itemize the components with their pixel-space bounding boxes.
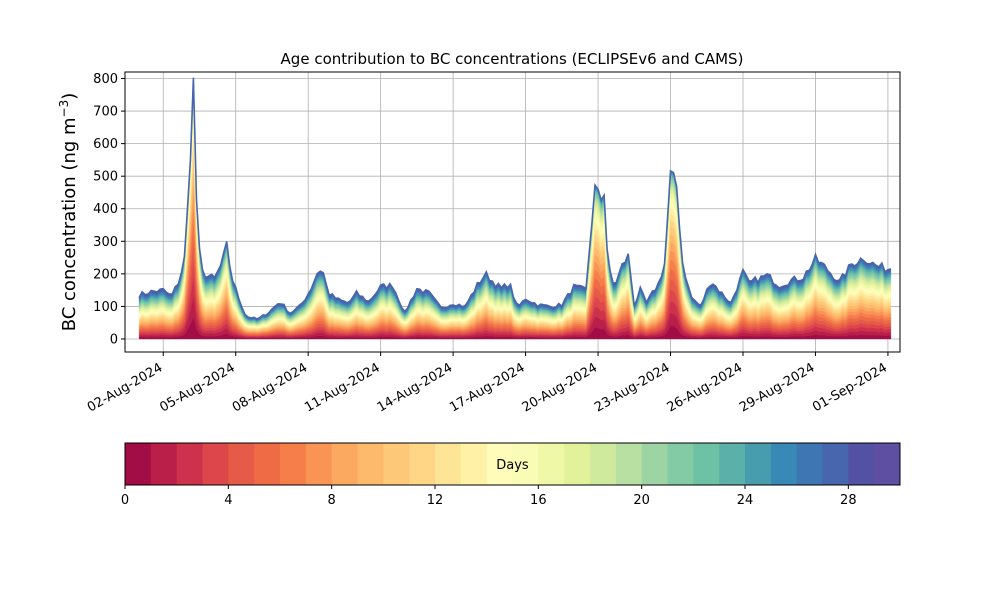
colorbar-swatch-3 xyxy=(202,443,229,485)
colorbar-tick-label: 4 xyxy=(224,493,232,508)
age-band-25-area xyxy=(138,79,892,322)
colorbar-tick-label: 20 xyxy=(633,493,650,508)
colorbar-tick-label: 16 xyxy=(530,493,547,508)
y-axis-label: BC concentration (ng m−3) xyxy=(57,93,80,332)
y-tick-label: 100 xyxy=(93,300,118,315)
y-tick-label: 300 xyxy=(93,235,118,250)
x-tick-label: 08-Aug-2024 xyxy=(230,360,310,415)
colorbar-swatch-4 xyxy=(228,443,255,485)
colorbar-swatch-14 xyxy=(486,443,513,485)
age-band-26-area xyxy=(138,78,892,321)
colorbar-swatch-1 xyxy=(150,443,178,485)
colorbar-swatch-6 xyxy=(280,443,307,485)
colorbar-swatch-26 xyxy=(796,443,823,485)
colorbar-tick-label: 24 xyxy=(737,493,754,508)
colorbar-tick-label: 12 xyxy=(427,493,444,508)
colorbar-swatch-24 xyxy=(745,443,772,485)
colorbar-swatch-20 xyxy=(641,443,668,485)
y-axis-label-sup: −3 xyxy=(57,100,71,118)
y-tick-label: 0 xyxy=(110,332,118,347)
colorbar-swatch-27 xyxy=(822,443,849,485)
colorbar-swatch-28 xyxy=(848,443,875,485)
x-tick-label: 20-Aug-2024 xyxy=(520,360,600,415)
x-axis: 02-Aug-202405-Aug-202408-Aug-202411-Aug-… xyxy=(85,352,890,416)
age-band-29-area xyxy=(138,77,892,320)
y-axis-label-close: ) xyxy=(59,93,80,100)
y-tick-label: 600 xyxy=(93,137,118,152)
colorbar-swatch-8 xyxy=(331,443,358,485)
colorbar-swatch-12 xyxy=(435,443,462,485)
colorbar-label: Days xyxy=(496,458,529,473)
age-band-28-area xyxy=(138,77,892,320)
colorbar-swatch-29 xyxy=(874,443,901,485)
colorbar-swatch-13 xyxy=(460,443,488,485)
x-tick-label: 14-Aug-2024 xyxy=(375,360,455,415)
x-tick-label: 23-Aug-2024 xyxy=(592,360,672,415)
colorbar-swatch-0 xyxy=(125,443,152,485)
colorbar: Days 0 4 8 12 16 20 24 28 xyxy=(121,442,901,508)
colorbar-swatch-15 xyxy=(512,443,539,485)
colorbar-frame xyxy=(124,442,901,486)
y-tick-label: 200 xyxy=(93,267,118,282)
plot-area: 0 100 200 300 400 500 600 700 800 02-Aug-202405-A… xyxy=(85,71,901,416)
x-tick-label: 11-Aug-2024 xyxy=(302,360,382,415)
colorbar-swatch-7 xyxy=(305,443,333,485)
x-tick-label: 01-Sep-2024 xyxy=(810,360,890,415)
colorbar-swatch-17 xyxy=(564,443,591,485)
stacked-areas xyxy=(138,77,892,340)
colorbar-tick-label: 8 xyxy=(328,493,336,508)
age-band-0-area xyxy=(138,317,892,340)
colorbar-swatch-23 xyxy=(719,443,746,485)
y-tick-label: 800 xyxy=(93,72,118,87)
y-axis: 0 100 200 300 400 500 600 700 800 xyxy=(93,72,125,347)
colorbar-swatch-16 xyxy=(538,443,565,485)
colorbar-tick-label: 28 xyxy=(840,493,857,508)
colorbar-swatch-19 xyxy=(615,443,643,485)
colorbar-swatch-5 xyxy=(254,443,281,485)
colorbar-swatch-9 xyxy=(357,443,384,485)
colorbar-swatch-10 xyxy=(383,443,410,485)
colorbar-swatch-21 xyxy=(667,443,694,485)
chart-title: Age contribution to BC concentrations (E… xyxy=(281,50,744,68)
plot-frame xyxy=(124,71,901,353)
age-band-27-area xyxy=(138,78,892,321)
x-tick-label: 05-Aug-2024 xyxy=(157,360,237,415)
colorbar-tick-label: 0 xyxy=(121,493,129,508)
y-tick-label: 700 xyxy=(93,105,118,120)
total-line xyxy=(138,77,892,320)
y-tick-label: 400 xyxy=(93,202,118,217)
colorbar-swatch-18 xyxy=(590,443,617,485)
x-tick-label: 29-Aug-2024 xyxy=(737,360,817,415)
colorbar-swatch-25 xyxy=(770,443,798,485)
colorbar-swatch-11 xyxy=(409,443,436,485)
colorbar-swatch-22 xyxy=(693,443,720,485)
colorbar-swatch-2 xyxy=(176,443,203,485)
age-band-24-area xyxy=(138,80,892,323)
y-axis-label-main: BC concentration (ng m xyxy=(59,117,80,331)
y-tick-label: 500 xyxy=(93,170,118,185)
x-tick-label: 17-Aug-2024 xyxy=(447,360,527,415)
x-tick-label: 26-Aug-2024 xyxy=(665,360,745,415)
x-tick-label: 02-Aug-2024 xyxy=(85,360,165,415)
